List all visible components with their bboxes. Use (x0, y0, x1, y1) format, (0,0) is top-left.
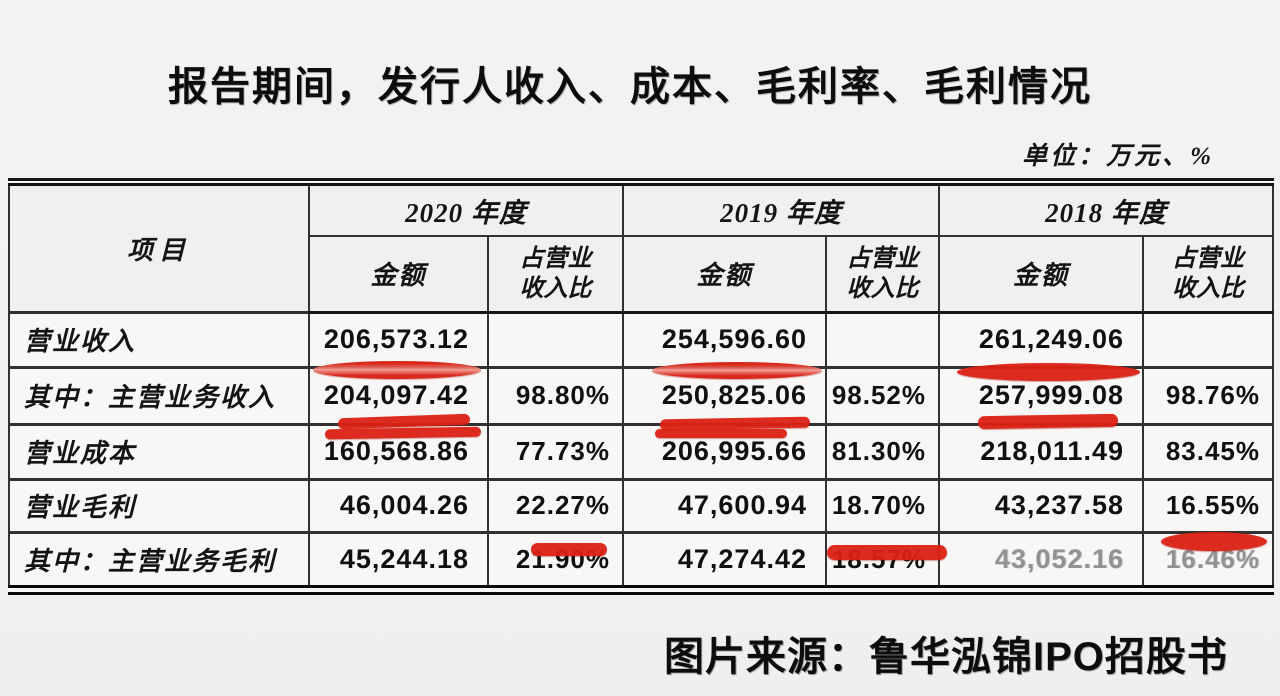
table-row: 营业毛利 46,004.26 22.27% 47,600.94 18.70% 43,237… (8, 477, 1274, 533)
cell-y2020-amount: 46,004.26 (308, 477, 489, 533)
cell-y2020-ratio: 21.90% (487, 530, 624, 591)
cell-y2019-amount: 250,825.06 (622, 365, 827, 425)
table-body: 营业收入 206,573.12 254,596.60 261,249.06 其中：主营业… (8, 310, 1274, 591)
cell-y2019-amount: 254,596.60 (622, 310, 827, 368)
cell-y2019-ratio: 18.70% (825, 477, 940, 533)
cell-y2018-ratio: 83.45% (1142, 422, 1274, 480)
subheader-2020-amount: 金额 (308, 235, 489, 314)
cell-y2018-ratio (1142, 310, 1274, 368)
cell-y2019-amount: 206,995.66 (622, 422, 827, 480)
year-header-row: 项目 2020 年度 2019 年度 2018 年度 (8, 181, 1274, 313)
cell-y2019-amount: 47,274.42 (622, 530, 827, 591)
page-title: 报告期间，发行人收入、成本、毛利率、毛利情况 (168, 65, 1092, 109)
cell-y2019-ratio: 81.30% (825, 422, 940, 480)
subheader-2018-ratio: 占营业收入比 (1142, 235, 1274, 314)
cell-y2019-ratio (825, 310, 940, 368)
cell-y2019-ratio: 18.57% (825, 530, 940, 591)
row-item-label: 营业成本 (8, 422, 310, 480)
cell-y2018-amount: 43,237.58 (938, 477, 1144, 533)
unit-label: 单位：万元、% (1022, 143, 1214, 170)
subheader-2019-ratio: 占营业收入比 (825, 235, 940, 314)
column-header-year-2019: 2019 年度 (622, 181, 940, 237)
row-item-label: 其中：主营业务收入 (8, 365, 310, 425)
column-header-year-2020: 2020 年度 (308, 181, 624, 237)
subheader-2020-ratio: 占营业收入比 (487, 235, 624, 314)
financial-table: 项目 2020 年度 2019 年度 2018 年度 金额 占营业收入比 金额 … (8, 178, 1274, 595)
table-header: 项目 2020 年度 2019 年度 2018 年度 金额 占营业收入比 金额 … (8, 181, 1274, 314)
row-item-label: 其中：主营业务毛利 (8, 530, 310, 591)
cell-y2020-ratio (487, 310, 624, 368)
subheader-2020-ratio-text: 占营业收入比 (519, 245, 592, 302)
cell-y2018-ratio: 98.76% (1142, 365, 1274, 425)
cell-y2018-ratio: 16.46% (1142, 530, 1274, 591)
cell-y2019-amount: 47,600.94 (622, 477, 827, 533)
column-header-year-2018: 2018 年度 (938, 181, 1274, 237)
cell-y2018-ratio: 16.55% (1142, 477, 1274, 533)
cell-y2020-ratio: 77.73% (487, 422, 624, 480)
table-row: 其中：主营业务收入 204,097.42 98.80% 250,825.06 98.52… (8, 365, 1274, 425)
sub-header-row: 金额 占营业收入比 金额 占营业收入比 金额 占营业收入比 (9, 235, 1274, 314)
image-source-caption: 图片来源：鲁华泓锦IPO招股书 (664, 635, 1228, 679)
cell-y2020-amount: 206,573.12 (308, 310, 489, 368)
subheader-2019-amount: 金额 (622, 235, 827, 314)
table-row: 营业收入 206,573.12 254,596.60 261,249.06 (8, 310, 1274, 368)
row-item-label: 营业收入 (8, 310, 310, 368)
table-row: 其中：主营业务毛利 45,244.18 21.90% 47,274.42 18.57% 4… (8, 530, 1274, 591)
cell-y2018-amount: 218,011.49 (938, 422, 1144, 480)
cell-y2020-amount: 160,568.86 (308, 422, 489, 480)
subheader-2018-amount: 金额 (938, 235, 1144, 314)
subheader-2018-ratio-text: 占营业收入比 (1172, 245, 1244, 302)
cell-y2020-amount: 204,097.42 (308, 365, 489, 425)
cell-y2018-amount: 43,052.16 (938, 530, 1144, 591)
cell-y2018-amount: 261,249.06 (938, 310, 1144, 368)
column-header-item: 项目 (8, 181, 310, 313)
cell-y2018-amount: 257,999.08 (938, 365, 1144, 425)
cell-y2020-amount: 45,244.18 (308, 530, 489, 591)
cell-y2020-ratio: 98.80% (487, 365, 624, 425)
row-item-label: 营业毛利 (8, 477, 310, 533)
cell-y2020-ratio: 22.27% (487, 477, 624, 533)
table-row: 营业成本 160,568.86 77.73% 206,995.66 81.30% 218,… (8, 422, 1274, 480)
cell-y2019-ratio: 98.52% (825, 365, 940, 425)
subheader-2019-ratio-text: 占营业收入比 (846, 245, 919, 302)
